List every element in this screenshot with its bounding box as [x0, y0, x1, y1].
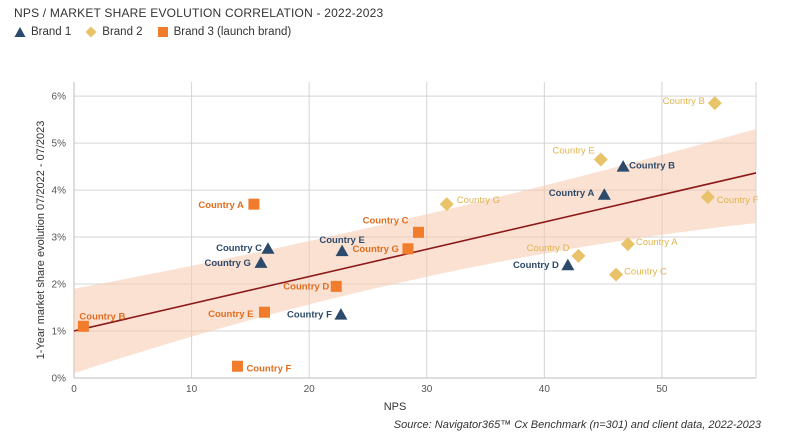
point-label: Country A — [636, 237, 678, 248]
x-tick-label: 40 — [539, 384, 551, 395]
triangle-marker — [335, 244, 349, 257]
diamond-marker — [609, 267, 624, 282]
square-marker — [330, 280, 342, 292]
point-label: Country D — [527, 243, 570, 254]
point-label: Country G — [205, 258, 251, 269]
legend-label-brand-1: Brand 1 — [31, 26, 72, 38]
diamond-marker — [439, 197, 454, 212]
y-tick-label: 4% — [52, 186, 67, 197]
x-tick-label: 0 — [71, 384, 77, 395]
diamond-marker — [707, 96, 722, 111]
diamond-marker — [593, 152, 608, 167]
triangle-marker — [561, 258, 575, 271]
diamond-marker — [620, 237, 635, 252]
y-tick-label: 3% — [52, 233, 67, 244]
legend-item-brand-3: Brand 3 (launch brand) — [157, 26, 292, 38]
point-label: Country F — [246, 363, 291, 374]
square-icon — [157, 27, 168, 37]
x-axis-title: NPS — [384, 401, 407, 413]
square-marker — [413, 226, 425, 238]
triangle-marker — [261, 242, 275, 254]
point-label: Country B — [663, 96, 705, 107]
point-label: Country F — [717, 195, 759, 206]
legend-label-brand-2: Brand 2 — [102, 26, 143, 38]
legend-item-brand-2: Brand 2 — [85, 26, 143, 38]
point-label: Country C — [363, 215, 409, 226]
x-tick-label: 50 — [656, 384, 668, 395]
source-note: Source: Navigator365™ Cx Benchmark (n=30… — [393, 419, 761, 431]
point-label: Country A — [198, 200, 244, 211]
triangle-marker — [616, 160, 630, 172]
point-label: Country C — [216, 243, 262, 254]
y-tick-label: 5% — [52, 139, 67, 150]
legend-label-brand-3: Brand 3 (launch brand) — [173, 26, 292, 38]
triangle-icon — [14, 27, 26, 37]
y-axis-title: 1-Year market share evolution 07/2022 - … — [35, 121, 47, 360]
triangle-marker — [597, 188, 611, 200]
square-marker — [248, 198, 260, 210]
trend-line — [73, 172, 757, 332]
diamond-marker — [571, 248, 586, 263]
square-marker — [402, 243, 414, 255]
confidence-band — [74, 128, 756, 374]
square-marker — [231, 360, 243, 372]
y-tick-label: 6% — [52, 92, 67, 103]
point-label: Country E — [208, 309, 253, 320]
square-marker — [77, 320, 89, 332]
point-label: Country D — [513, 260, 559, 271]
point-label: Country D — [283, 281, 329, 292]
point-label: Country B — [629, 161, 675, 172]
point-label: Country F — [287, 310, 332, 321]
point-label: Country E — [319, 235, 364, 246]
y-tick-label: 0% — [52, 374, 67, 385]
legend-item-brand-1: Brand 1 — [14, 26, 71, 38]
triangle-marker — [254, 256, 268, 268]
point-label: Country B — [79, 311, 125, 322]
x-tick-label: 30 — [421, 384, 433, 395]
legend: Brand 1 Brand 2 Brand 3 (launch brand) — [14, 26, 305, 38]
point-label: Country C — [624, 267, 667, 278]
square-marker — [258, 306, 270, 318]
diamond-icon — [85, 26, 97, 38]
x-tick-label: 20 — [304, 384, 316, 395]
triangle-marker — [334, 308, 348, 320]
point-label: Country A — [549, 188, 595, 199]
y-tick-label: 2% — [52, 280, 67, 291]
x-tick-label: 10 — [186, 384, 198, 395]
point-label: Country G — [457, 195, 500, 206]
y-tick-label: 1% — [52, 327, 67, 338]
point-label: Country E — [553, 146, 595, 157]
diamond-marker — [700, 190, 715, 205]
chart-title: NPS / MARKET SHARE EVOLUTION CORRELATION… — [14, 6, 384, 20]
point-label: Country G — [352, 244, 398, 255]
